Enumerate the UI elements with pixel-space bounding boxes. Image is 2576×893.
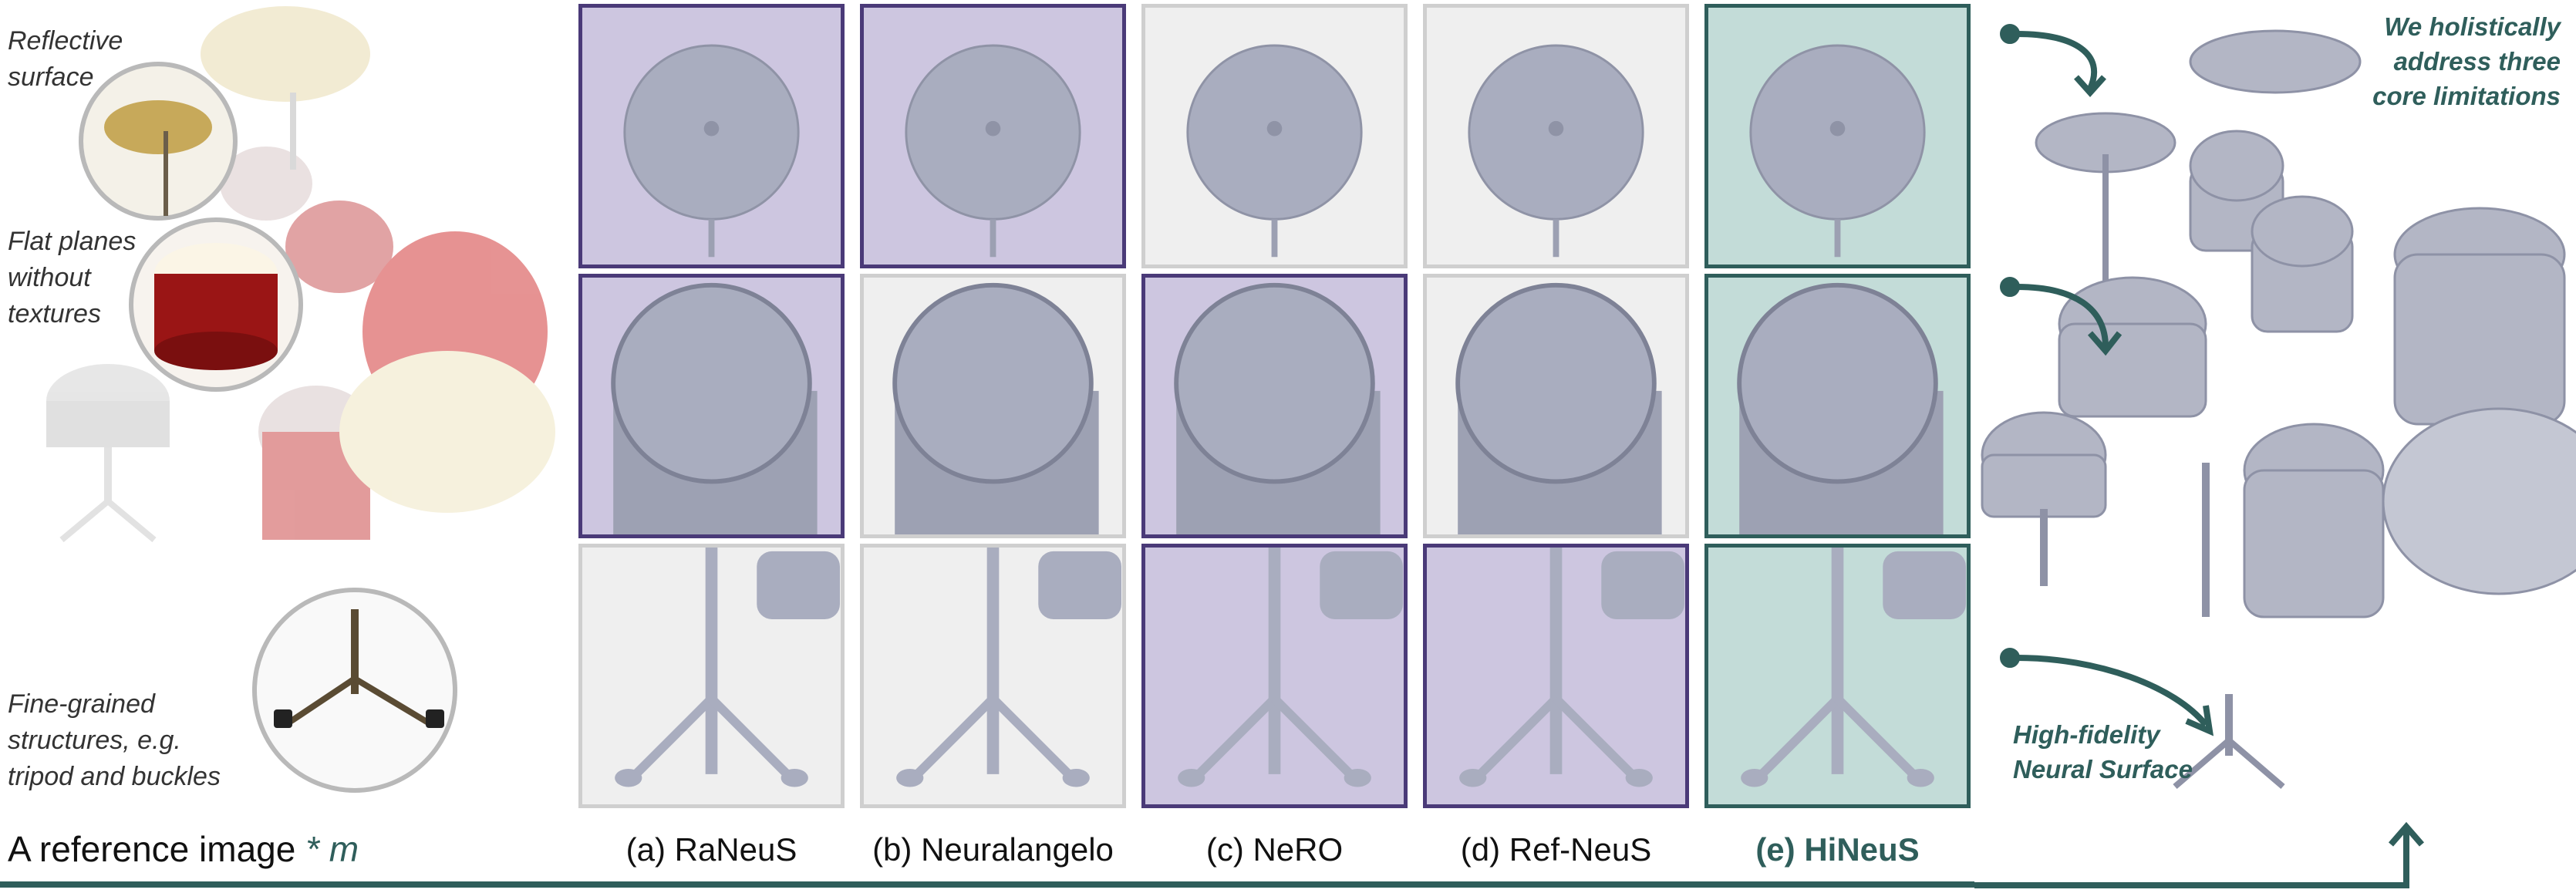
mesh-render bbox=[623, 44, 800, 258]
comparison-cell-cymbal bbox=[1423, 4, 1689, 268]
reference-image bbox=[0, 0, 571, 817]
method-label: (e) HiNeuS bbox=[1755, 831, 1920, 868]
mesh-render bbox=[1749, 44, 1926, 258]
mesh-render bbox=[1459, 548, 1684, 787]
reference-star: * bbox=[305, 829, 320, 869]
comparison-cell-stand bbox=[1704, 544, 1971, 808]
mesh-render bbox=[905, 44, 1081, 258]
comparison-cell-stand bbox=[1141, 544, 1408, 808]
comparison-cell-drum bbox=[1704, 274, 1971, 538]
mesh-render bbox=[611, 282, 818, 534]
mesh-render bbox=[1178, 548, 1403, 787]
comparison-cell-cymbal bbox=[578, 4, 845, 268]
comparison-cell-stand bbox=[578, 544, 845, 808]
mesh-render bbox=[1468, 44, 1644, 258]
bottom-connector-line bbox=[0, 881, 1974, 888]
holistic-label: We holistically address three core limit… bbox=[2372, 12, 2561, 110]
comparison-cell-drum bbox=[1423, 274, 1689, 538]
comparison-cell-cymbal bbox=[1704, 4, 1971, 268]
high-fidelity-label: High-fidelity Neural Surface bbox=[2013, 720, 2193, 783]
mesh-render bbox=[892, 282, 1099, 534]
reflective-surface-label: Reflective surface bbox=[8, 26, 123, 92]
method-label: (b) Neuralangelo bbox=[872, 831, 1114, 868]
flat-planes-label: Flat planes without textures bbox=[8, 227, 137, 329]
comparison-cell-cymbal bbox=[1141, 4, 1408, 268]
teal-arrows bbox=[1974, 24, 2425, 888]
mesh-render bbox=[615, 548, 840, 787]
mesh-render bbox=[1186, 44, 1363, 258]
reference-image-label: A reference image * m bbox=[8, 828, 359, 870]
comparison-cell-drum bbox=[578, 274, 845, 538]
mesh-render bbox=[1455, 282, 1662, 534]
mesh-render bbox=[896, 548, 1121, 787]
reference-var: m bbox=[329, 829, 359, 869]
overview-panel bbox=[1974, 24, 2576, 888]
fine-grained-label: Fine-grained structures, e.g. tripod and… bbox=[8, 689, 221, 791]
mesh-render bbox=[1741, 548, 1966, 787]
comparison-cell-stand bbox=[860, 544, 1126, 808]
mesh-render bbox=[1737, 282, 1944, 534]
comparison-cell-drum bbox=[860, 274, 1126, 538]
comparison-cell-drum bbox=[1141, 274, 1408, 538]
mesh-render bbox=[1174, 282, 1381, 534]
method-label: (d) Ref-NeuS bbox=[1460, 831, 1652, 868]
comparison-cell-stand bbox=[1423, 544, 1689, 808]
method-label: (a) RaNeuS bbox=[625, 831, 797, 868]
comparison-cell-cymbal bbox=[860, 4, 1126, 268]
drum-kit-photo bbox=[46, 6, 555, 793]
overview-mesh bbox=[1981, 29, 2576, 790]
reference-label-text: A reference image bbox=[8, 829, 296, 869]
method-label: (c) NeRO bbox=[1205, 831, 1344, 868]
